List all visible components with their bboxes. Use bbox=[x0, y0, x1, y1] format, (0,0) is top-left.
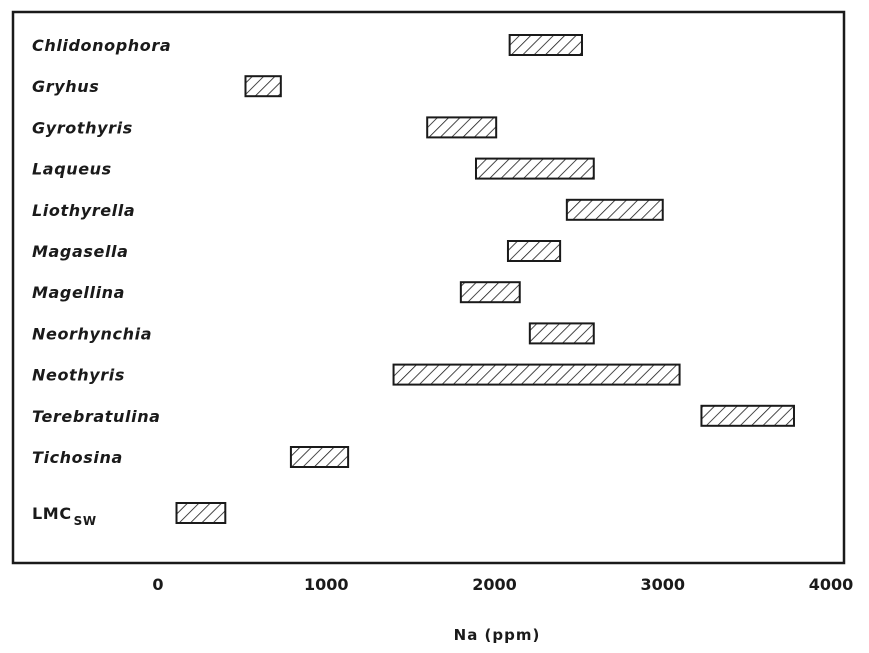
genus-label-laqueus: Laqueus bbox=[32, 160, 112, 179]
genus-label-tichosina: Tichosina bbox=[32, 448, 123, 467]
range-bar-gyrothyris bbox=[426, 116, 498, 139]
x-axis-ticks: 0 1000 2000 3000 4000 bbox=[152, 575, 853, 594]
genus-labels: Chlidonophora Gryhus Gyrothyris Laqueus Liot… bbox=[32, 36, 171, 528]
range-bar-laqueus bbox=[474, 157, 595, 180]
range-bar-gryhus bbox=[244, 75, 282, 98]
x-tick-label-4000: 4000 bbox=[809, 575, 854, 594]
range-bar-terebratulina bbox=[700, 404, 795, 427]
x-tick-label-0: 0 bbox=[152, 575, 163, 594]
range-bar-neothyris bbox=[392, 363, 681, 386]
x-tick-label-3000: 3000 bbox=[640, 575, 685, 594]
range-bar-liothyrella bbox=[565, 198, 664, 221]
reference-label: LMC SW bbox=[32, 504, 97, 528]
plot-frame bbox=[11, 10, 846, 565]
range-bar-chlidonophora bbox=[508, 34, 583, 56]
range-bar-neorhynchia bbox=[528, 322, 595, 345]
range-bar-magellina bbox=[459, 281, 521, 304]
range-bar-magasella bbox=[506, 240, 562, 262]
genus-label-magasella: Magasella bbox=[32, 242, 129, 261]
x-tick-label-2000: 2000 bbox=[472, 575, 517, 594]
reference-label-main: LMC bbox=[32, 504, 72, 523]
x-axis-title: Na (ppm) bbox=[454, 626, 541, 644]
genus-label-neorhynchia: Neorhynchia bbox=[32, 324, 152, 343]
genus-label-terebratulina: Terebratulina bbox=[32, 407, 161, 426]
reference-label-sub: SW bbox=[74, 514, 97, 528]
genus-label-gyrothyris: Gyrothyris bbox=[32, 118, 133, 137]
genus-label-neothyris: Neothyris bbox=[32, 366, 125, 385]
range-bar-reference bbox=[175, 502, 227, 524]
x-tick-label-1000: 1000 bbox=[304, 575, 349, 594]
range-bar-tichosina bbox=[289, 446, 350, 468]
genus-label-chlidonophora: Chlidonophora bbox=[32, 36, 171, 55]
genus-label-magellina: Magellina bbox=[32, 283, 125, 302]
range-bars bbox=[175, 34, 795, 524]
genus-label-liothyrella: Liothyrella bbox=[32, 201, 135, 220]
genus-label-gryhus: Gryhus bbox=[32, 77, 99, 96]
